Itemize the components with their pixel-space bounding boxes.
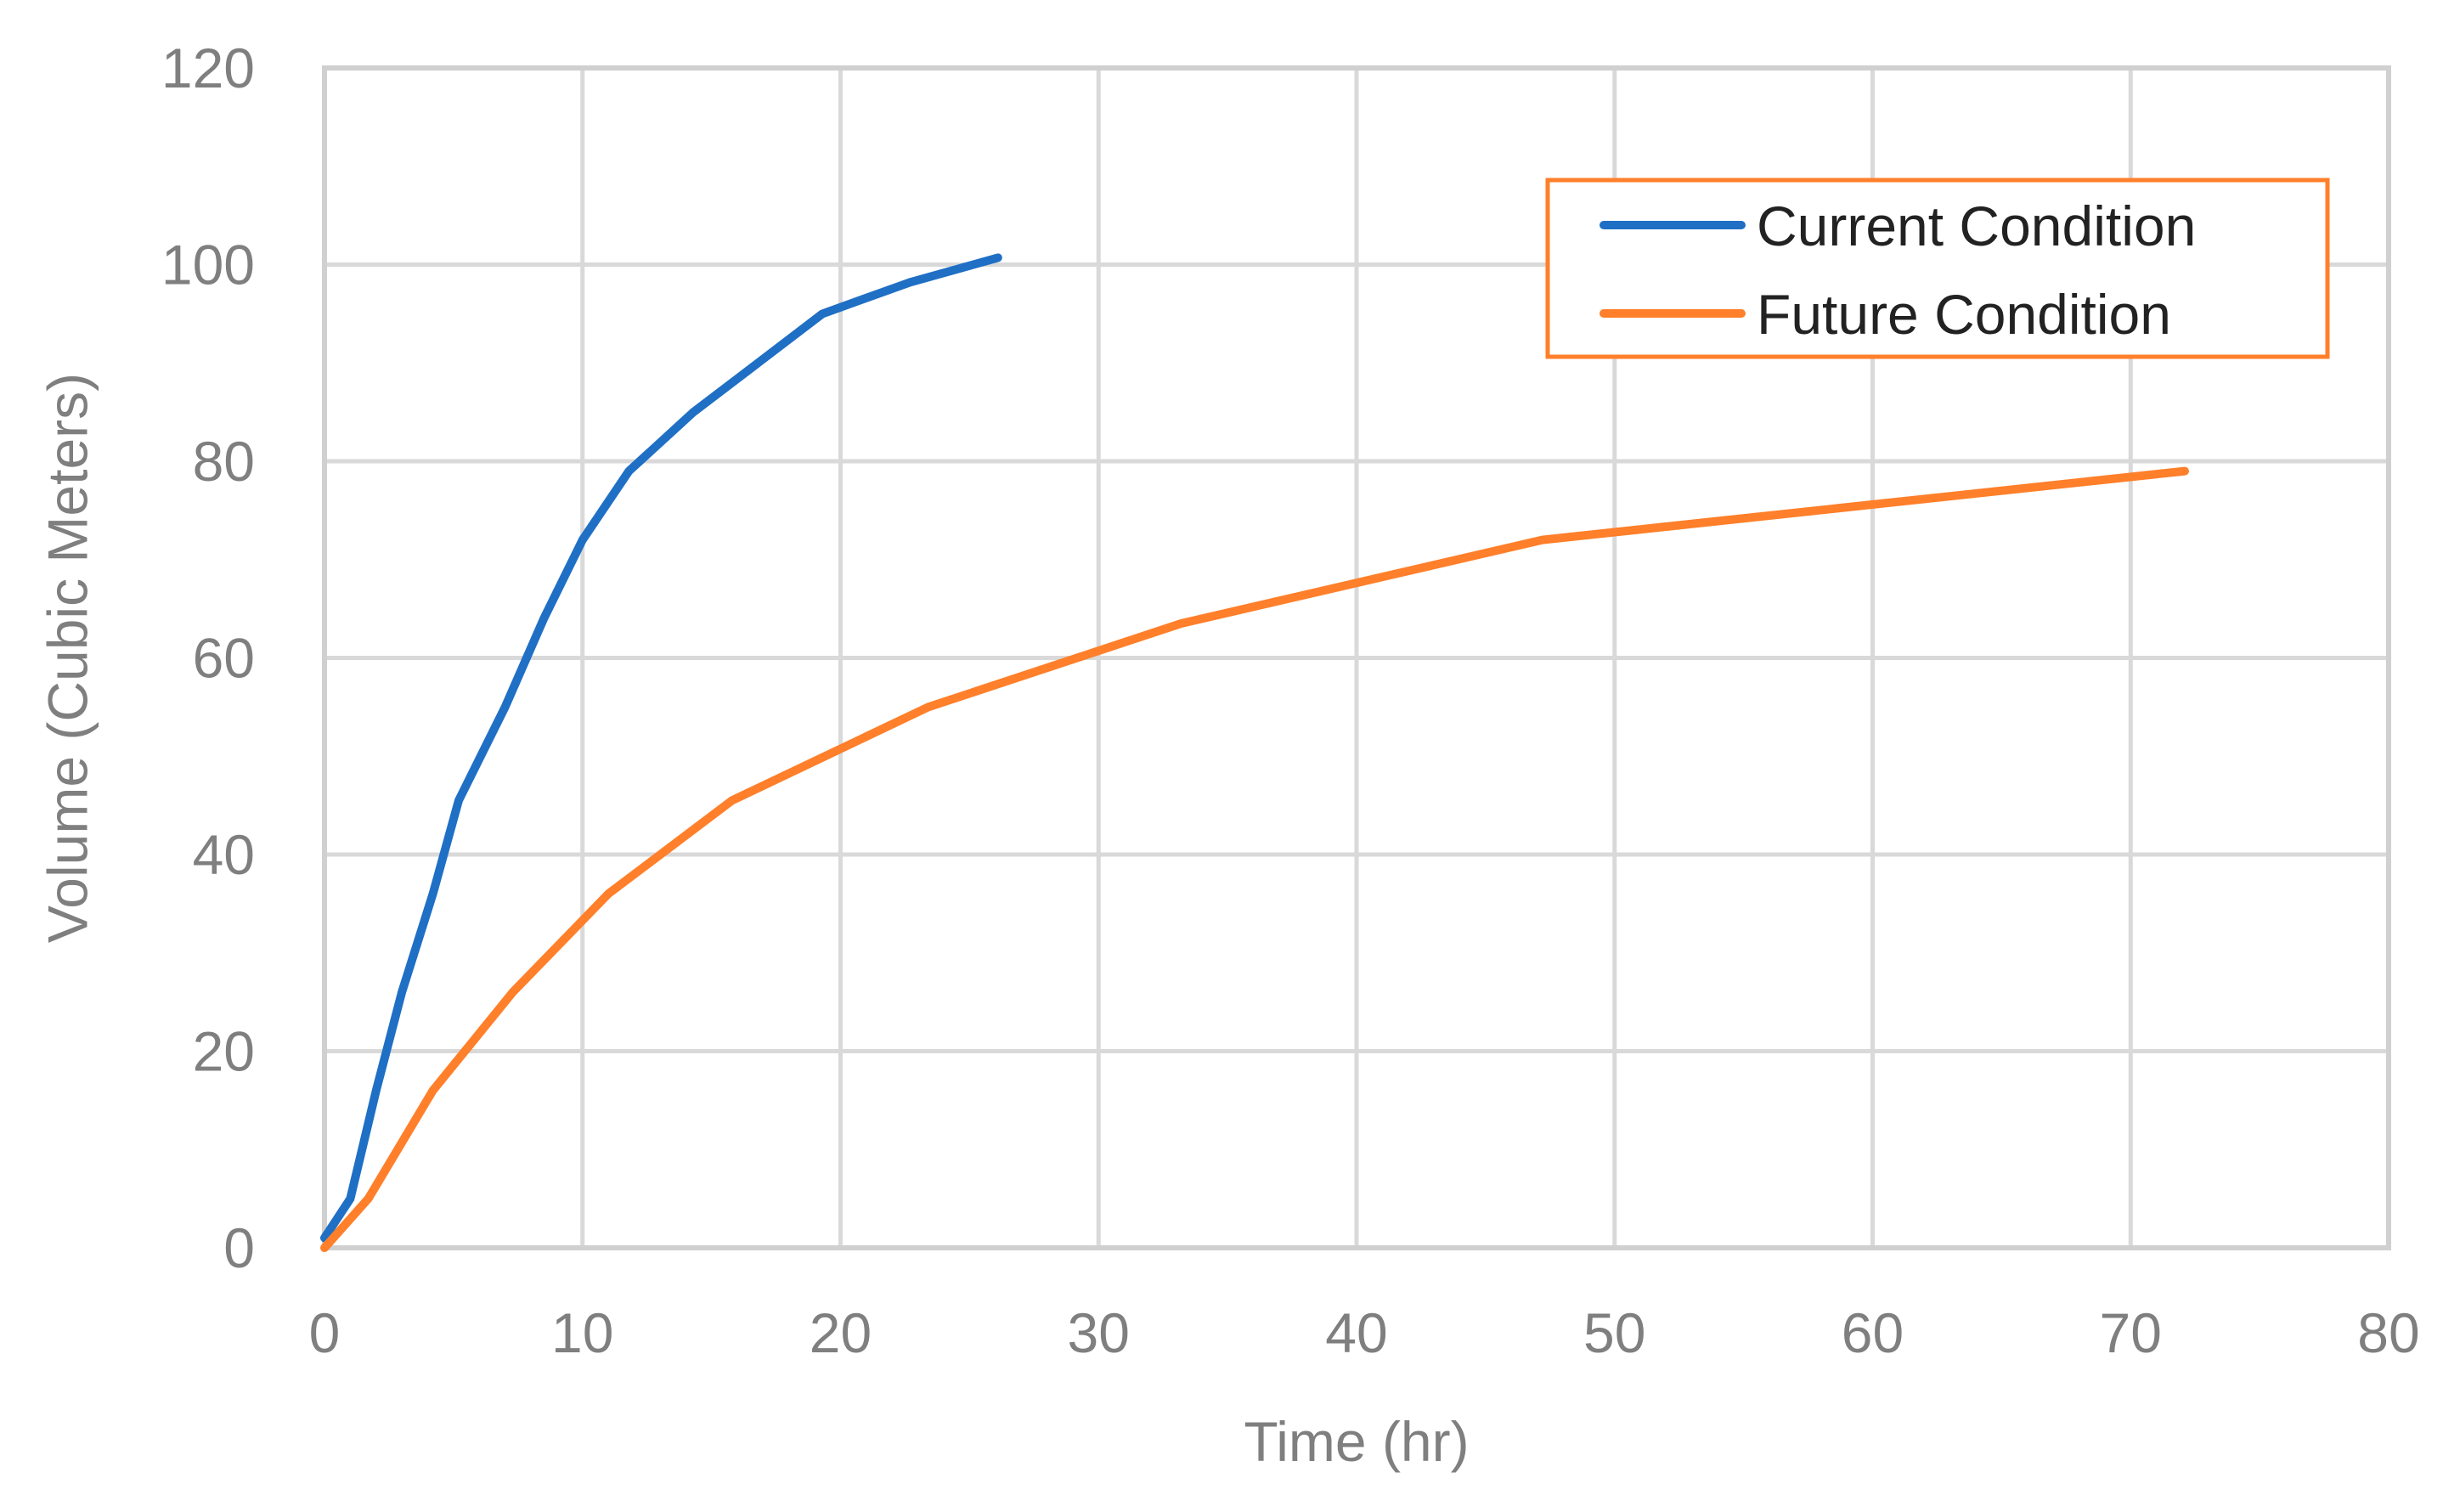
- axis-ticks: 0 10 20 30 40 50 60 70 80 0 20 40 60 80 100 120: [161, 37, 2420, 1364]
- legend-label: Future Condition: [1757, 283, 2171, 346]
- legend-box: [1545, 178, 2330, 359]
- series-lines: [320, 253, 2189, 1252]
- x-tick-label: 60: [1842, 1301, 1904, 1364]
- series-line-current-condition: [320, 253, 1002, 1243]
- series-line-future-condition: [320, 466, 2189, 1252]
- x-axis-title: Time (hr): [1244, 1410, 1469, 1473]
- y-tick-label: 60: [193, 627, 255, 690]
- legend-label: Current Condition: [1757, 195, 2196, 257]
- x-tick-label: 40: [1325, 1301, 1387, 1364]
- x-tick-label: 80: [2357, 1301, 2419, 1364]
- y-tick-label: 0: [223, 1216, 255, 1279]
- x-tick-label: 50: [1583, 1301, 1645, 1364]
- legend-items: Current Condition Future Condition: [1600, 195, 2196, 346]
- y-tick-label: 20: [193, 1020, 255, 1083]
- x-tick-label: 70: [2100, 1301, 2162, 1364]
- x-tick-label: 20: [810, 1301, 872, 1364]
- y-axis-title: Volume (Cubic Meters): [36, 373, 99, 943]
- plot-area-border: [322, 65, 2391, 1250]
- y-tick-label: 40: [193, 823, 255, 886]
- y-tick-label: 100: [161, 234, 255, 296]
- x-tick-label: 10: [551, 1301, 613, 1364]
- x-tick-label: 30: [1068, 1301, 1130, 1364]
- legend: Current Condition Future Condition: [1545, 178, 2330, 359]
- y-tick-label: 120: [161, 37, 255, 99]
- y-tick-label: 80: [193, 430, 255, 493]
- x-tick-label: 0: [309, 1301, 341, 1364]
